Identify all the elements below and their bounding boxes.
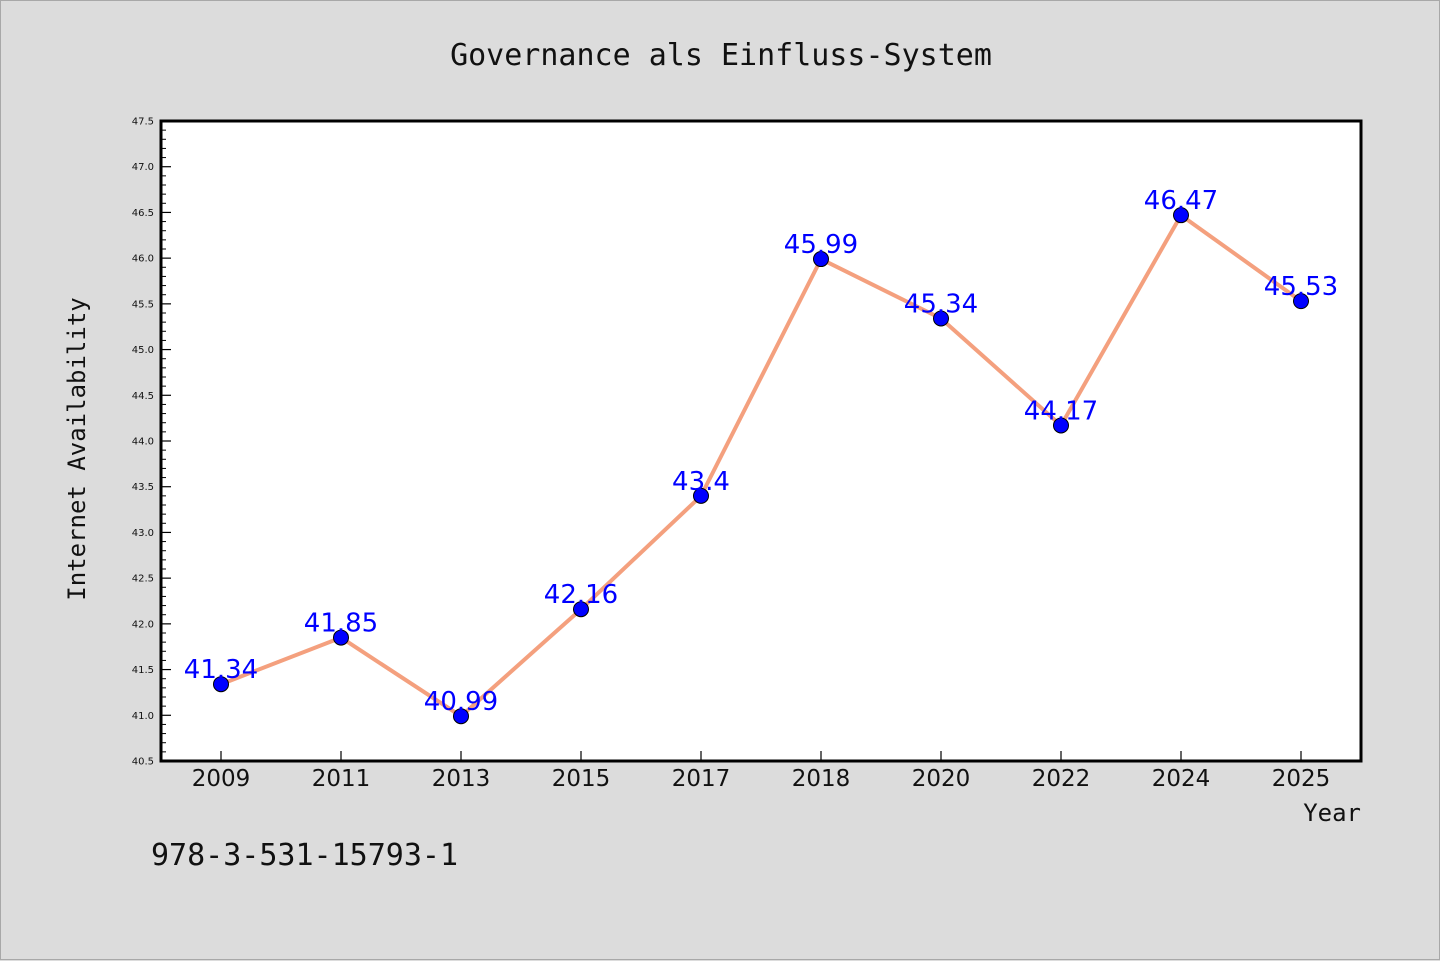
y-axis-ticks: 40.5 41.0 41.5 42.0 42.5 43.0 43.5 44.0 44.5 45.0… (132, 117, 171, 768)
x-tick-label: 2011 (312, 766, 371, 792)
series-line-group (219, 213, 1303, 719)
x-tick-label: 2020 (912, 766, 971, 792)
chart-title: Governance als Einfluss-System (450, 38, 992, 73)
y-tick-label: 45.5 (132, 299, 154, 310)
data-point (813, 251, 829, 268)
y-tick-label: 43.0 (132, 528, 154, 539)
y-tick-label: 44.0 (132, 437, 154, 448)
x-tick-label: 2024 (1152, 766, 1211, 792)
data-point (1053, 417, 1069, 434)
y-tick-label: 46.5 (132, 208, 154, 219)
x-tick-label: 2018 (792, 766, 851, 792)
y-tick-label: 44.5 (132, 391, 154, 402)
data-label: 46.47 (1144, 186, 1218, 216)
x-axis-title: Year (1303, 799, 1361, 827)
data-point (453, 708, 469, 725)
y-axis-title: Internet Availability (63, 297, 91, 600)
data-labels: 41.34 41.85 40.99 42.16 43.4 45.99 45.34 44.17 4… (184, 186, 1338, 717)
data-label: 40.99 (424, 687, 498, 717)
data-point (573, 601, 589, 618)
data-label: 41.85 (304, 609, 378, 639)
y-tick-label: 42.0 (132, 619, 154, 630)
data-label: 41.34 (184, 655, 258, 685)
x-axis-ticks: 2009 2011 2013 2015 2017 2018 2020 2022 2024 2025 (192, 751, 1331, 792)
x-tick-label: 2009 (192, 766, 251, 792)
y-tick-label: 42.5 (132, 574, 154, 585)
data-point (1293, 293, 1309, 310)
y-tick-label: 41.5 (132, 665, 154, 676)
data-label: 44.17 (1024, 396, 1098, 426)
y-tick-label: 46.0 (132, 254, 154, 265)
data-point (213, 676, 229, 693)
data-point (1173, 207, 1189, 224)
data-point (333, 629, 349, 646)
x-tick-label: 2013 (432, 766, 491, 792)
data-point (693, 487, 709, 504)
y-tick-label: 43.5 (132, 482, 154, 493)
plot-area (161, 121, 1361, 761)
data-point (933, 310, 949, 327)
data-label: 42.16 (544, 580, 618, 610)
y-tick-label: 40.5 (132, 757, 154, 768)
x-tick-label: 2017 (672, 766, 731, 792)
x-tick-label: 2022 (1032, 766, 1091, 792)
y-tick-label: 47.0 (132, 162, 154, 173)
x-tick-label: 2025 (1272, 766, 1331, 792)
data-label: 45.53 (1264, 272, 1338, 302)
footer-code: 978-3-531-15793-1 (151, 838, 458, 873)
y-tick-label: 47.5 (132, 117, 154, 128)
data-label: 45.99 (784, 230, 858, 260)
plot-frame (159, 119, 1363, 763)
y-tick-label: 41.0 (132, 711, 154, 722)
data-label: 43.4 (672, 467, 730, 497)
x-tick-label: 2015 (552, 766, 611, 792)
series-markers (213, 207, 1309, 725)
data-label: 45.34 (904, 289, 978, 319)
y-tick-label: 45.0 (132, 345, 154, 356)
series-line (219, 213, 1303, 719)
